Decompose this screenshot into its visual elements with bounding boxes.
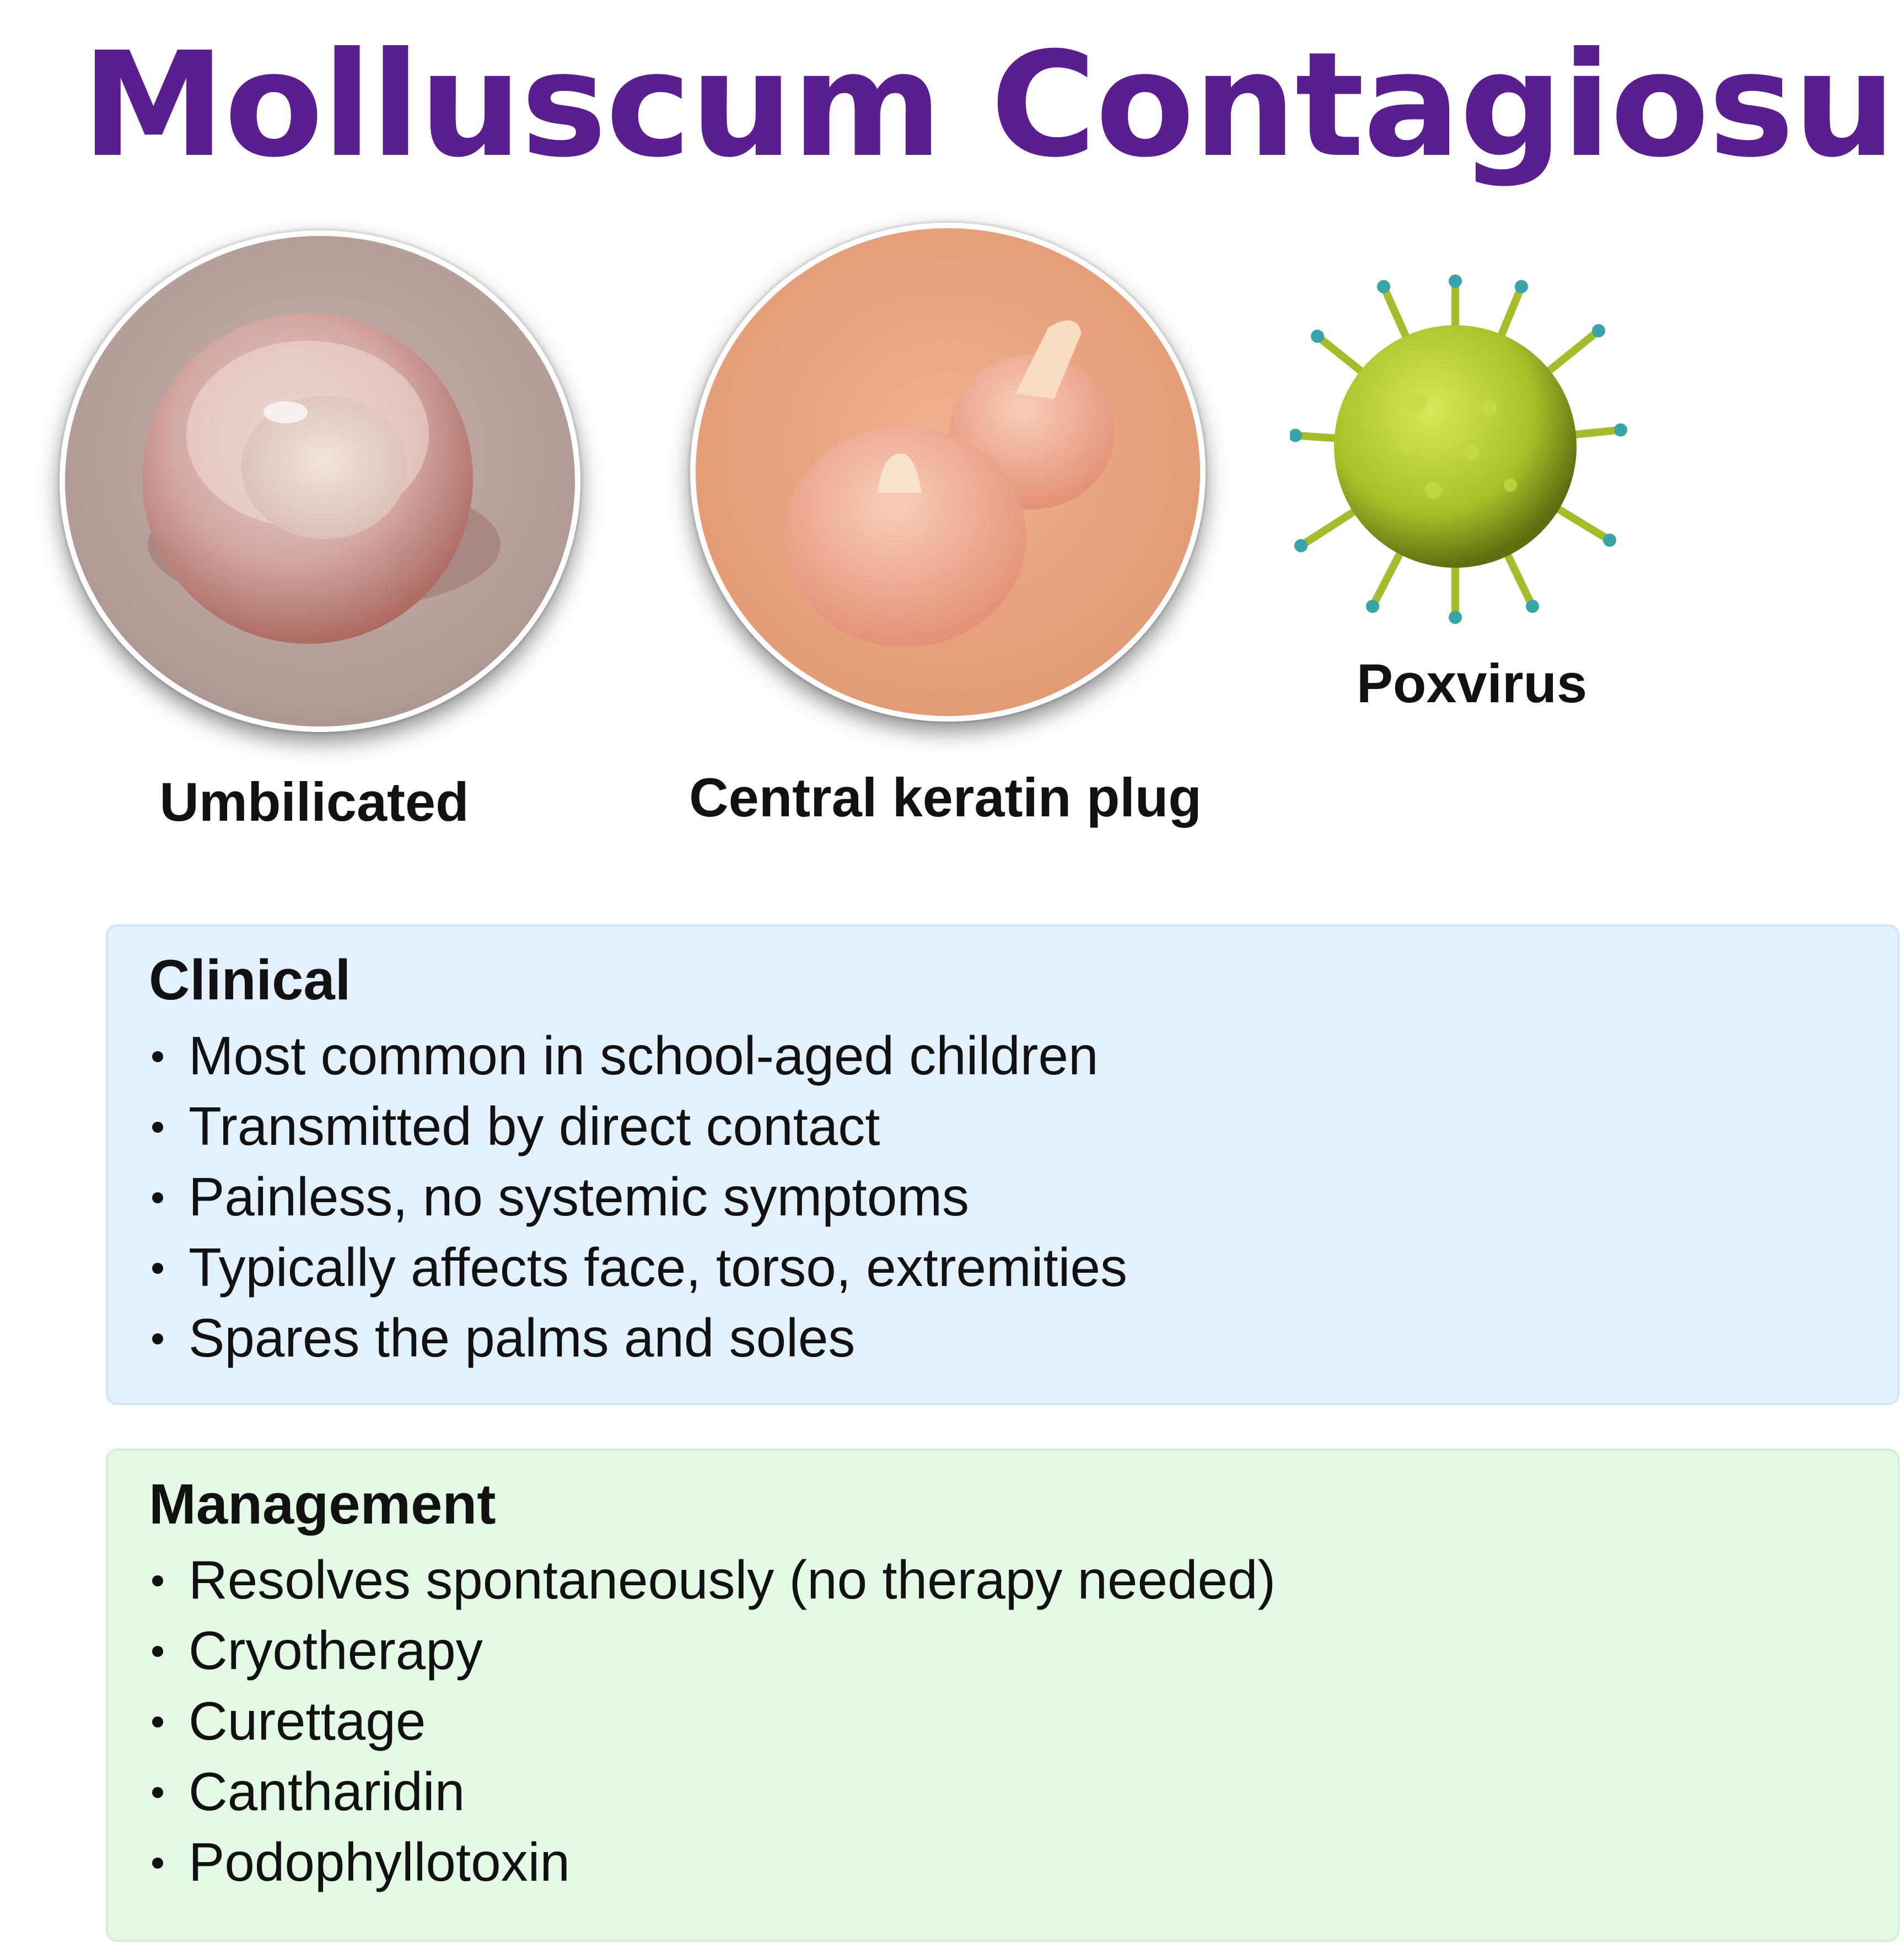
poxvirus-drawing: [1289, 275, 1627, 624]
figure-caption-keratin-plug: Central keratin plug: [689, 767, 1202, 828]
list-item: Resolves spontaneously (no therapy neede…: [149, 1544, 1897, 1615]
bullet-icon: [152, 1716, 163, 1727]
bullet-icon: [152, 1192, 163, 1203]
bullet-icon: [152, 1333, 163, 1344]
bullet-icon: [152, 1857, 163, 1869]
list-item: Transmitted by direct contact: [149, 1091, 1897, 1161]
list-item: Cantharidin: [149, 1756, 1897, 1827]
bullet-icon: [152, 1645, 163, 1657]
keratin-plug-lesion-photo: [690, 223, 1206, 722]
management-heading: Management: [149, 1472, 496, 1536]
bullet-icon: [152, 1575, 163, 1586]
list-item: Curettage: [149, 1686, 1897, 1756]
list-item: Cryotherapy: [149, 1615, 1897, 1686]
list-item: Spares the palms and soles: [149, 1302, 1897, 1373]
umbilicated-lesion-drawing: [65, 236, 575, 726]
bullet-icon: [152, 1786, 163, 1798]
list-item: Most common in school-aged children: [149, 1020, 1897, 1091]
clinical-list: Most common in school-aged children Tran…: [149, 1020, 1897, 1373]
bullet-icon: [152, 1051, 163, 1062]
bullet-icon: [152, 1262, 163, 1274]
clinical-panel: Clinical Most common in school-aged chil…: [106, 924, 1900, 1405]
clinical-heading: Clinical: [149, 948, 351, 1011]
list-item: Typically affects face, torso, extremiti…: [149, 1232, 1897, 1302]
list-item: Painless, no systemic symptoms: [149, 1161, 1897, 1232]
figure-caption-umbilicated: Umbilicated: [159, 771, 469, 832]
bullet-icon: [152, 1121, 163, 1133]
umbilicated-lesion-photo: [60, 230, 580, 732]
keratin-plug-lesion-drawing: [696, 228, 1200, 716]
poxvirus-icon: [1289, 265, 1632, 628]
figure-caption-poxvirus: Poxvirus: [1356, 653, 1588, 714]
management-panel: Management Resolves spontaneously (no th…: [106, 1449, 1900, 1942]
list-item: Podophyllotoxin: [149, 1827, 1897, 1897]
page-title: Molluscum Contagiosum: [82, 21, 1904, 189]
management-list: Resolves spontaneously (no therapy neede…: [149, 1544, 1897, 1897]
